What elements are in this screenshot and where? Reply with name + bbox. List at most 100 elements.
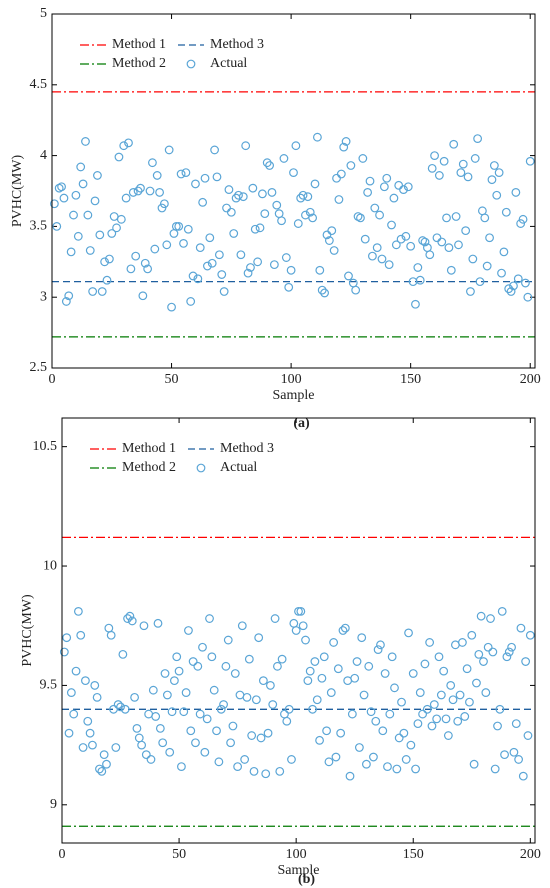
data-point bbox=[49, 199, 59, 209]
data-point bbox=[350, 673, 360, 683]
data-point bbox=[333, 664, 343, 674]
data-point bbox=[322, 726, 331, 736]
data-point bbox=[267, 188, 277, 197]
data-point bbox=[296, 606, 306, 616]
data-point bbox=[394, 180, 404, 190]
data-point bbox=[256, 733, 266, 743]
y-tick-label: 3.5 bbox=[30, 219, 48, 234]
data-point bbox=[406, 740, 416, 750]
data-point bbox=[436, 690, 446, 700]
data-point bbox=[145, 186, 155, 196]
data-point bbox=[165, 747, 175, 757]
data-point bbox=[258, 676, 268, 686]
data-point bbox=[399, 728, 409, 738]
legend-label: Method 2 bbox=[112, 56, 166, 71]
data-point bbox=[446, 681, 456, 690]
data-point bbox=[344, 271, 353, 281]
data-point bbox=[347, 709, 357, 719]
caption: (b) bbox=[298, 872, 315, 887]
data-point bbox=[341, 137, 351, 146]
data-point bbox=[184, 626, 193, 635]
data-point bbox=[268, 700, 278, 709]
data-point bbox=[493, 721, 502, 731]
data-point bbox=[485, 233, 494, 243]
data-point bbox=[59, 647, 69, 657]
data-point bbox=[427, 721, 437, 731]
data-point bbox=[444, 243, 454, 253]
data-point bbox=[391, 240, 401, 250]
data-point bbox=[57, 182, 66, 192]
data-point bbox=[71, 666, 81, 676]
legend-label: Method 3 bbox=[210, 37, 264, 52]
data-point bbox=[109, 212, 119, 221]
data-point bbox=[356, 213, 365, 223]
data-point bbox=[425, 250, 435, 260]
data-point bbox=[132, 723, 142, 733]
data-point bbox=[181, 688, 191, 697]
data-point bbox=[81, 676, 90, 686]
data-point bbox=[518, 771, 528, 781]
data-point bbox=[155, 188, 164, 197]
y-tick-label: 4.5 bbox=[30, 77, 48, 92]
data-point bbox=[95, 230, 105, 240]
data-point bbox=[472, 678, 481, 688]
data-point bbox=[66, 688, 76, 697]
data-point bbox=[411, 764, 420, 774]
data-point bbox=[453, 716, 463, 726]
data-point bbox=[198, 642, 207, 652]
data-point bbox=[242, 692, 252, 702]
data-point bbox=[403, 182, 413, 192]
data-point bbox=[376, 640, 385, 650]
plot-frame bbox=[61, 417, 536, 844]
data-point bbox=[226, 738, 235, 748]
data-point bbox=[83, 210, 93, 220]
data-point bbox=[413, 263, 423, 272]
data-point bbox=[205, 233, 215, 243]
data-point bbox=[327, 226, 337, 236]
data-point bbox=[479, 657, 488, 666]
data-point bbox=[504, 647, 514, 657]
x-tick-label: 0 bbox=[59, 847, 66, 862]
data-point bbox=[425, 638, 435, 647]
data-point bbox=[265, 161, 274, 170]
data-point bbox=[88, 287, 98, 296]
data-point bbox=[274, 209, 284, 219]
data-point bbox=[281, 253, 291, 262]
data-point bbox=[303, 192, 313, 202]
data-point bbox=[434, 171, 444, 180]
data-point bbox=[193, 274, 203, 284]
data-point bbox=[339, 142, 349, 152]
data-point bbox=[329, 638, 339, 647]
data-point bbox=[127, 616, 137, 626]
data-point bbox=[138, 291, 148, 301]
data-point bbox=[212, 172, 222, 182]
data-point bbox=[362, 759, 371, 769]
data-point bbox=[476, 611, 486, 621]
data-point bbox=[370, 203, 380, 213]
data-point bbox=[277, 216, 286, 226]
data-point bbox=[310, 657, 320, 666]
data-point bbox=[237, 621, 247, 631]
data-point bbox=[312, 695, 322, 705]
data-point bbox=[385, 709, 395, 719]
data-point bbox=[511, 188, 521, 197]
plot-frame bbox=[51, 13, 536, 369]
data-point bbox=[469, 759, 479, 769]
data-point bbox=[291, 141, 301, 151]
data-point bbox=[394, 733, 404, 743]
data-point bbox=[106, 630, 116, 640]
data-point bbox=[494, 168, 504, 177]
data-point bbox=[331, 752, 341, 762]
data-point bbox=[119, 141, 129, 151]
data-point bbox=[241, 141, 251, 151]
data-point bbox=[244, 654, 254, 664]
data-point bbox=[226, 207, 236, 217]
data-point bbox=[92, 692, 102, 702]
data-point bbox=[261, 769, 271, 779]
legend-label: Actual bbox=[210, 56, 247, 71]
data-point bbox=[473, 134, 483, 144]
data-point bbox=[360, 234, 370, 244]
data-point bbox=[332, 173, 341, 183]
data-point bbox=[123, 614, 132, 623]
